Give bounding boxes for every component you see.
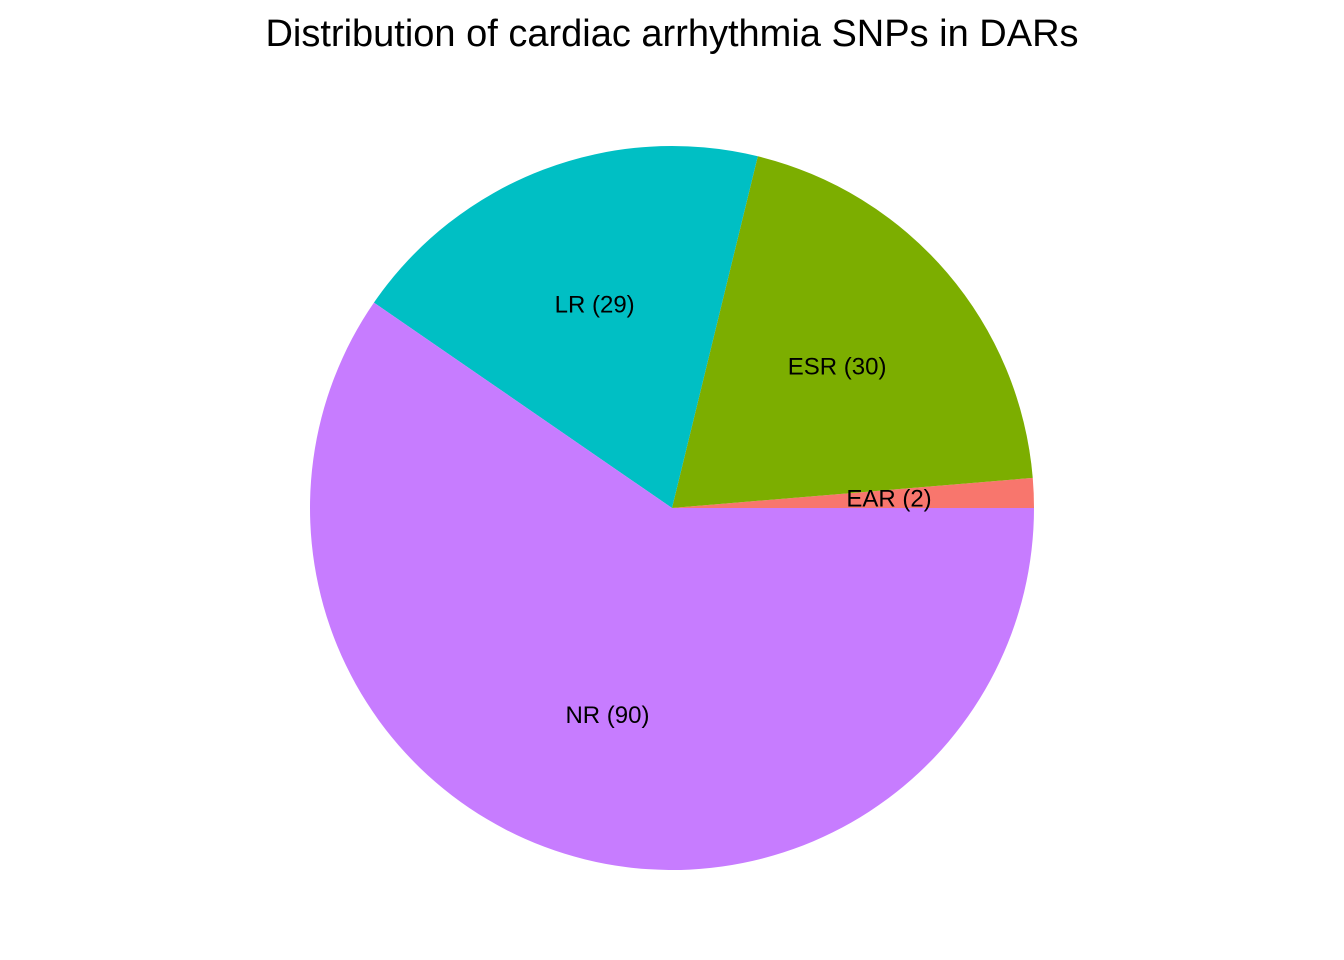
pie-slices: [310, 145, 1034, 871]
pie-label-nr: NR (90): [565, 702, 649, 729]
pie-label-lr: LR (29): [555, 292, 635, 319]
pie-labels: EAR (2) ESR (30) LR (29) NR (90): [555, 292, 932, 729]
pie-slice-esr: [672, 156, 1033, 508]
pie-slice-lr: [373, 145, 758, 508]
pie-slice-ear: [672, 477, 1034, 508]
pie-label-esr: ESR (30): [788, 353, 887, 380]
chart-title: Distribution of cardiac arrhythmia SNPs …: [265, 13, 1079, 55]
pie-slice-nr: [310, 302, 1034, 871]
pie-label-ear: EAR (2): [846, 485, 931, 512]
